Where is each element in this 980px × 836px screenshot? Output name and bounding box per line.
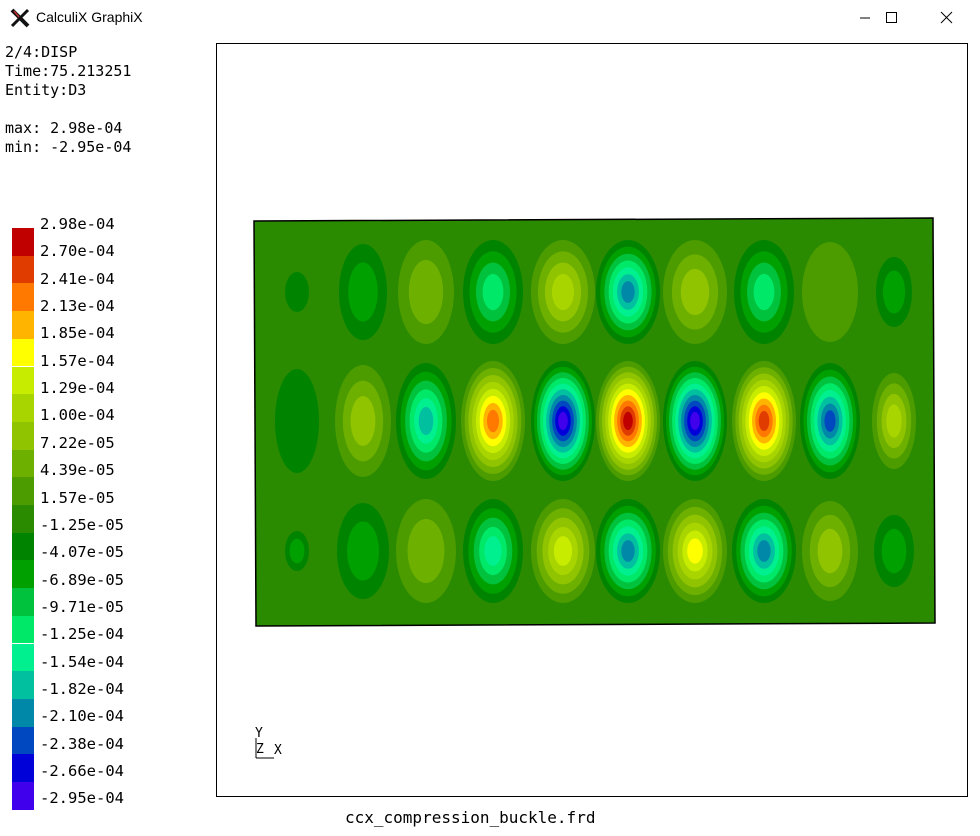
contour-lobe [802, 242, 858, 342]
legend-swatch [12, 726, 34, 755]
legend-label: -6.89e-05 [40, 570, 124, 589]
legend-label: 2.98e-04 [40, 215, 115, 233]
legend-label: 1.85e-04 [40, 324, 115, 343]
legend-swatch [12, 449, 34, 478]
legend-label: -1.82e-04 [40, 679, 124, 698]
contour-lobe [285, 272, 309, 312]
contour-lobe [396, 499, 456, 603]
contour-lobe [275, 369, 319, 473]
legend-label: -1.25e-05 [40, 515, 124, 534]
legend-swatch [12, 754, 34, 782]
legend-label: -1.25e-04 [40, 625, 124, 644]
legend-swatch [12, 615, 34, 644]
dataset-label: 2/4:DISP [5, 43, 78, 61]
legend-swatch [12, 394, 34, 422]
contour-lobe [876, 257, 912, 327]
legend-label: -2.38e-04 [40, 734, 124, 753]
contour-lobe [461, 361, 525, 481]
graphics-viewport[interactable] [216, 43, 968, 797]
contour-lobe [335, 365, 391, 477]
legend-swatch [12, 255, 34, 284]
legend-swatch [12, 588, 34, 616]
contour-lobe [800, 363, 860, 479]
legend-swatch [12, 311, 34, 339]
legend-label: -2.10e-04 [40, 707, 124, 726]
legend-swatch [12, 671, 34, 699]
contour-lobe [463, 240, 523, 344]
file-name: ccx_compression_buckle.frd [345, 808, 596, 827]
legend-label: -4.07e-05 [40, 543, 124, 562]
contour-lobe [337, 503, 389, 599]
contour-lobe [663, 361, 727, 481]
contour-lobe [285, 531, 309, 571]
max-label: max: 2.98e-04 [5, 119, 123, 137]
triad-y-label: Y [255, 726, 263, 741]
legend-label: 2.70e-04 [40, 242, 115, 261]
minimize-button[interactable] [842, 0, 888, 36]
triad-z-label: Z [256, 742, 264, 757]
window-title: CalculiX GraphiX [36, 9, 143, 25]
legend-label: 1.29e-04 [40, 379, 115, 398]
legend-label: 2.13e-04 [40, 297, 115, 316]
contour-lobe [732, 499, 796, 603]
legend-label: -2.95e-04 [40, 789, 124, 808]
contour-lobe [732, 361, 796, 481]
legend-swatch [12, 228, 34, 256]
minimize-icon [860, 17, 870, 19]
maximize-icon [886, 12, 897, 23]
calculix-x-icon [10, 8, 30, 28]
min-label: min: -2.95e-04 [5, 138, 132, 156]
contour-lobe [596, 499, 660, 603]
legend-swatch [12, 505, 34, 533]
contour-lobe [874, 515, 914, 587]
contour-lobe [463, 499, 523, 603]
legend-swatch [12, 643, 34, 672]
legend-label: 1.57e-05 [40, 488, 115, 507]
contour-lobe [396, 363, 456, 479]
legend-swatch [12, 338, 34, 367]
close-button[interactable] [924, 0, 970, 36]
close-icon [940, 11, 953, 24]
axis-triad: Y Z X [252, 726, 292, 760]
legend-swatch [12, 477, 34, 505]
contour-plot [253, 217, 936, 627]
legend-swatch [12, 366, 34, 395]
contour-lobe [531, 361, 595, 481]
triad-lines [255, 738, 274, 759]
color-legend [12, 228, 34, 810]
contour-lobe [802, 501, 858, 601]
legend-label: 1.00e-04 [40, 406, 115, 425]
maximize-button[interactable] [868, 0, 914, 36]
title-bar: CalculiX GraphiX [0, 0, 980, 36]
contour-lobe [734, 240, 794, 344]
triad-x-label: X [274, 743, 282, 758]
legend-swatch [12, 782, 34, 810]
legend-swatch [12, 283, 34, 312]
contour-lobe [339, 244, 387, 340]
legend-label: -1.54e-04 [40, 652, 124, 671]
contour-lobe [663, 499, 727, 603]
contour-lobe [596, 240, 660, 344]
time-label: Time:75.213251 [5, 62, 132, 80]
legend-swatch [12, 560, 34, 589]
legend-labels: 2.98e-04 2.70e-04 2.41e-04 2.13e-04 1.85e-04… [40, 215, 200, 810]
legend-swatch [12, 698, 34, 727]
legend-label: 1.57e-04 [40, 351, 115, 370]
legend-label: 7.22e-05 [40, 433, 115, 452]
entity-label: Entity:D3 [5, 81, 87, 99]
legend-label: 2.41e-04 [40, 269, 115, 288]
result-info: 2/4:DISP Time:75.213251 Entity:D3 max: 2… [5, 43, 131, 157]
legend-label: 4.39e-05 [40, 461, 115, 480]
contour-lobe [596, 361, 660, 481]
legend-swatch [12, 532, 34, 561]
contour-lobe [872, 373, 916, 469]
legend-label: -2.66e-04 [40, 762, 124, 780]
contour-lobe [663, 240, 727, 344]
legend-swatch [12, 421, 34, 450]
legend-label: -9.71e-05 [40, 597, 124, 616]
contour-lobe [531, 499, 595, 603]
contour-lobe [398, 240, 454, 344]
contour-lobe [531, 240, 595, 344]
